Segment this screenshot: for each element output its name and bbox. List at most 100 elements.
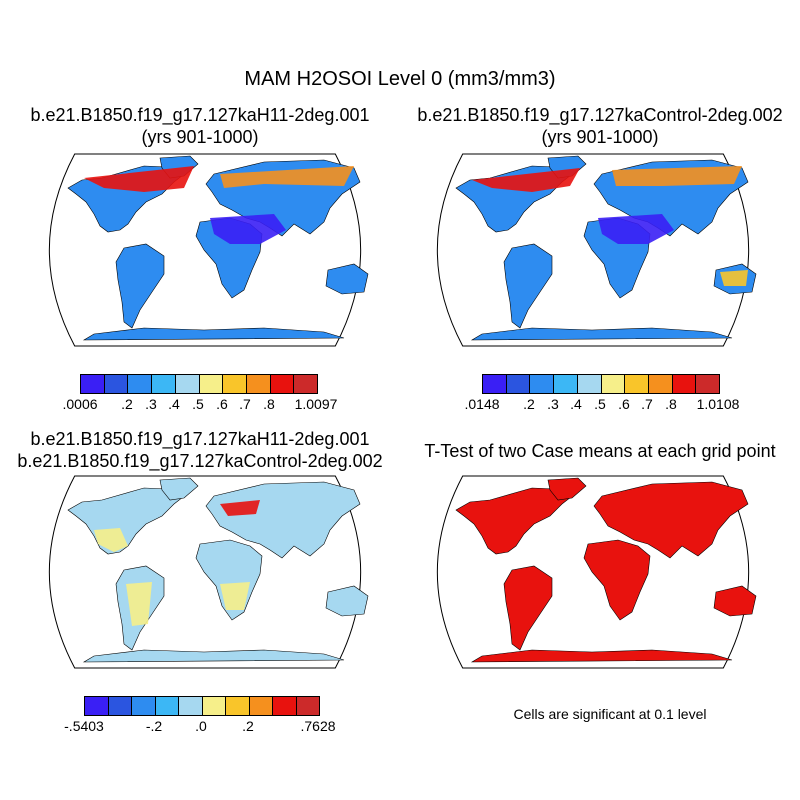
- field-patch: [220, 166, 354, 188]
- colorbar-swatch: [483, 375, 507, 393]
- panel-1-title-line1: b.e21.B1850.f19_g17.127kaH11-2deg.001: [30, 105, 370, 125]
- colorbar-tick: .4: [168, 396, 180, 412]
- colorbar-swatch: [85, 697, 109, 715]
- panel-3-title-line1: b.e21.B1850.f19_g17.127kaH11-2deg.001: [30, 429, 370, 449]
- field-patch: [598, 214, 674, 244]
- colorbar-swatch: [554, 375, 578, 393]
- figure-title: MAM H2OSOI Level 0 (mm3/mm3): [244, 68, 556, 90]
- colorbar-tick: -.2: [145, 718, 163, 734]
- panel-1-title-line2: (yrs 901-1000): [141, 127, 259, 147]
- colorbar-swatch: [249, 697, 273, 715]
- australia-region: [713, 585, 757, 617]
- colorbar-tick: .0148: [464, 396, 500, 412]
- greenland-region: [547, 477, 587, 501]
- field-patch: [472, 168, 580, 192]
- panel-2-title: b.e21.B1850.f19_g17.127kaControl-2deg.00…: [400, 104, 800, 148]
- panel-1-colorbar: [80, 374, 318, 394]
- field-patch: [94, 528, 128, 552]
- colorbar-swatch: [152, 375, 176, 393]
- colorbar-swatch: [246, 375, 271, 393]
- colorbar-swatch: [672, 375, 697, 393]
- colorbar-swatch: [506, 375, 531, 393]
- colorbar-tick: .2: [242, 718, 254, 734]
- colorbar-tick: .2: [523, 396, 535, 412]
- field-patch: [612, 166, 742, 186]
- field-patch: [84, 166, 194, 192]
- panel-3-map: [48, 475, 369, 669]
- colorbar-tick: -.5403: [64, 718, 104, 734]
- panel-3-colorbar: [84, 696, 320, 716]
- colorbar-tick: 1.0108: [696, 396, 740, 412]
- south-america-region: [503, 565, 553, 651]
- field-patch: [220, 500, 260, 516]
- australia-region: [325, 263, 369, 295]
- colorbar-tick: 1.0097: [294, 396, 338, 412]
- field-patch: [720, 270, 748, 286]
- colorbar-tick: .7628: [300, 718, 336, 734]
- antarctica-region: [82, 327, 345, 341]
- panel-1-map: [48, 153, 369, 347]
- antarctica-region: [470, 649, 733, 663]
- antarctica-region: [470, 327, 733, 341]
- colorbar-tick: .3: [145, 396, 157, 412]
- colorbar-swatch: [202, 697, 226, 715]
- north-america-region: [455, 487, 581, 555]
- panel-3-title: b.e21.B1850.f19_g17.127kaH11-2deg.001 b.…: [0, 428, 400, 472]
- colorbar-tick: .8: [665, 396, 677, 412]
- colorbar-swatch: [81, 375, 105, 393]
- africa-region: [583, 539, 651, 621]
- colorbar-tick: .5: [192, 396, 204, 412]
- colorbar-swatch: [625, 375, 649, 393]
- panel-4-title-line1: T-Test of two Case means at each grid po…: [424, 441, 776, 461]
- south-america-region: [503, 243, 553, 329]
- greenland-region: [159, 477, 199, 501]
- panel-2-title-line2: (yrs 901-1000): [541, 127, 659, 147]
- colorbar-swatch: [199, 375, 224, 393]
- panel-2-colorbar-ticks: .0148 .2 .3 .4 .5 .6 .7 .8 1.0108: [464, 396, 739, 414]
- colorbar-swatch: [155, 697, 179, 715]
- colorbar-swatch: [294, 375, 318, 393]
- colorbar-tick: .7: [239, 396, 251, 412]
- colorbar-swatch: [296, 697, 319, 715]
- field-patch: [220, 582, 250, 610]
- panel-4-title: T-Test of two Case means at each grid po…: [400, 440, 800, 462]
- eurasia-region: [593, 481, 749, 559]
- south-america-region: [115, 243, 165, 329]
- panel-1-colorbar-ticks: .0006 .2 .3 .4 .5 .6 .7 .8 1.0097: [62, 396, 337, 414]
- colorbar-tick: .2: [121, 396, 133, 412]
- colorbar-swatch: [226, 697, 250, 715]
- panel-1-title: b.e21.B1850.f19_g17.127kaH11-2deg.001 (y…: [0, 104, 400, 148]
- colorbar-swatch: [104, 375, 129, 393]
- landmass-group: [455, 477, 757, 663]
- colorbar-swatch: [108, 697, 132, 715]
- field-patch: [126, 582, 152, 626]
- colorbar-tick: .8: [263, 396, 275, 412]
- colorbar-tick: .3: [547, 396, 559, 412]
- colorbar-tick: .0: [195, 718, 207, 734]
- colorbar-swatch: [128, 375, 153, 393]
- eurasia-region: [205, 481, 361, 559]
- panel-2-colorbar: [482, 374, 720, 394]
- colorbar-swatch: [270, 375, 295, 393]
- field-patch: [210, 214, 286, 244]
- colorbar-tick: .6: [618, 396, 630, 412]
- colorbar-tick: .5: [594, 396, 606, 412]
- australia-region: [325, 585, 369, 617]
- panel-3-colorbar-ticks: -.5403 -.2 .0 .2 .7628: [64, 718, 335, 736]
- significance-note: Cells are significant at 0.1 level: [513, 706, 707, 722]
- colorbar-swatch: [530, 375, 555, 393]
- colorbar-tick: .0006: [62, 396, 98, 412]
- antarctica-region: [82, 649, 345, 663]
- panel-4-map: [436, 475, 757, 669]
- panel-2-map: [436, 153, 757, 347]
- colorbar-swatch: [175, 375, 200, 393]
- colorbar-tick: .7: [641, 396, 653, 412]
- colorbar-swatch: [273, 697, 297, 715]
- colorbar-swatch: [696, 375, 720, 393]
- colorbar-swatch: [179, 697, 203, 715]
- colorbar-tick: .4: [570, 396, 582, 412]
- colorbar-tick: .6: [216, 396, 228, 412]
- panel-2-title-line1: b.e21.B1850.f19_g17.127kaControl-2deg.00…: [417, 105, 783, 125]
- colorbar-swatch: [223, 375, 247, 393]
- colorbar-swatch: [601, 375, 626, 393]
